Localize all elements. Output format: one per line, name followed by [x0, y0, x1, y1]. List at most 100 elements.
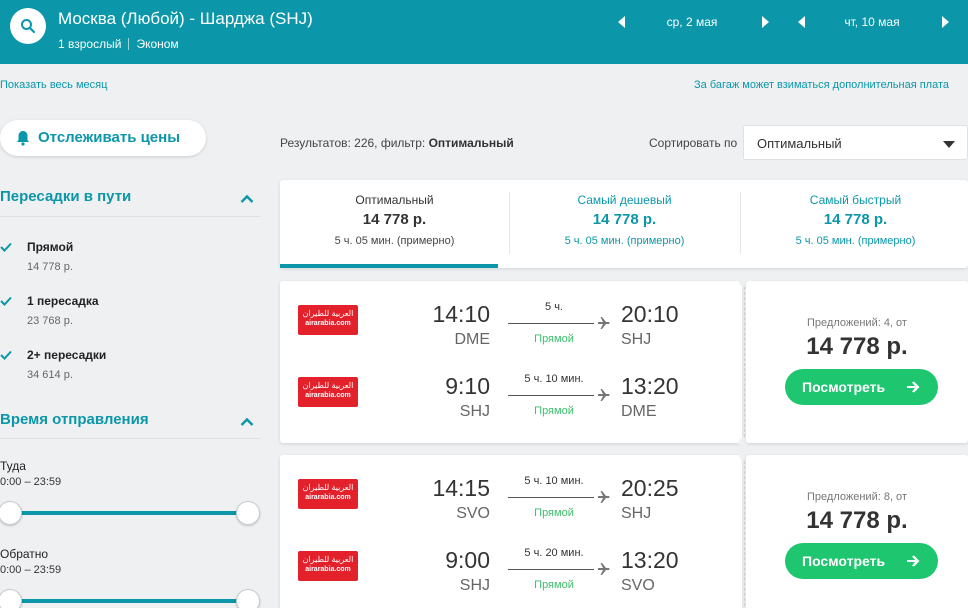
route-line [508, 395, 594, 396]
stops-badge: Прямой [534, 507, 574, 519]
results-filter-value: Оптимальный [428, 136, 514, 150]
passengers-count: 1 взрослый [58, 37, 122, 51]
ticket-notch [739, 276, 750, 287]
plane-icon [598, 563, 610, 575]
show-month-link[interactable]: Показать весь месяц [0, 79, 108, 91]
stops-option-price: 14 778 р. [27, 261, 73, 273]
offers-count: Предложений: 8, от [807, 491, 907, 503]
outbound-slider-start-handle[interactable] [0, 501, 22, 525]
stops-option-label: 2+ пересадки [27, 348, 107, 362]
stops-badge: Прямой [534, 405, 574, 417]
results-count: Результатов: 226, фильтр: Оптимальный [280, 136, 514, 150]
airline-logo-arabic: العربية للطيران [302, 381, 354, 390]
arrival-airport: SHJ [621, 331, 652, 348]
bell-icon [17, 131, 29, 146]
depart-date[interactable]: ср, 2 мая [666, 15, 718, 29]
inbound-slider-track[interactable] [10, 599, 248, 603]
departure-time: 14:10 [432, 301, 490, 327]
stops-option-price: 23 768 р. [27, 315, 73, 327]
sort-selected-value: Оптимальный [757, 136, 842, 151]
tab-cheapest[interactable]: Самый дешевый 14 778 р. 5 ч. 05 мин. (пр… [510, 180, 739, 268]
prev-return-date-icon[interactable] [798, 16, 805, 28]
chevron-up-icon[interactable] [240, 194, 254, 204]
airline-logo-arabic: العربية للطيران [302, 555, 354, 564]
inbound-slider-end-handle[interactable] [236, 589, 260, 608]
plane-icon [598, 491, 610, 503]
airline-logo: العربية للطيران airarabia.com [298, 377, 358, 407]
ticket-perforation [744, 287, 745, 437]
chevron-up-icon[interactable] [240, 417, 254, 427]
airline-logo-arabic: العربية للطيران [302, 483, 354, 492]
inbound-range: 0:00 – 23:59 [0, 564, 62, 576]
return-date[interactable]: чт, 10 мая [844, 15, 900, 29]
departure-time: 14:15 [432, 475, 490, 501]
cabin-class: Эконом [136, 37, 179, 51]
plane-icon [598, 317, 610, 329]
checkmark-icon[interactable] [0, 296, 12, 306]
search-button[interactable] [10, 8, 46, 44]
departure-time-title[interactable]: Время отправления [0, 411, 149, 428]
arrow-right-icon [907, 381, 920, 393]
flight-duration: 5 ч. 10 мин. [524, 475, 584, 487]
offers-count: Предложений: 4, от [807, 317, 907, 329]
view-offer-button[interactable]: Посмотреть [785, 369, 938, 405]
route-title[interactable]: Москва (Любой) - Шарджа (SHJ) [58, 9, 313, 28]
stops-badge: Прямой [534, 579, 574, 591]
view-offer-button[interactable]: Посмотреть [785, 543, 938, 579]
stops-filter-title[interactable]: Пересадки в пути [0, 188, 132, 205]
arrival-time: 20:10 [621, 301, 679, 327]
inbound-label: Обратно [0, 547, 49, 561]
divider [0, 438, 260, 439]
active-tab-indicator [280, 264, 498, 268]
arrival-time: 20:25 [621, 475, 679, 501]
arrow-right-icon [907, 555, 920, 567]
arrival-time: 13:20 [621, 547, 679, 573]
tab-fastest[interactable]: Самый быстрый 14 778 р. 5 ч. 05 мин. (пр… [741, 180, 968, 268]
divider [509, 192, 510, 254]
departure-time: 9:10 [445, 373, 490, 399]
ticket-price: 14 778 р. [806, 333, 908, 360]
airline-logo-text: airarabia.com [305, 392, 351, 399]
ticket-card[interactable]: العربية للطيران airarabia.com 14:15 SVO … [280, 450, 968, 608]
depart-date-picker: ср, 2 мая [618, 14, 770, 32]
passengers-cabin[interactable]: 1 взрослый Эконом [58, 37, 179, 51]
outbound-slider-track[interactable] [10, 511, 248, 515]
next-depart-date-icon[interactable] [762, 16, 769, 28]
stops-option-label: 1 пересадка [27, 294, 99, 308]
departure-airport: DME [454, 331, 490, 348]
airline-logo-arabic: العربية للطيران [302, 309, 354, 318]
outbound-slider-end-handle[interactable] [236, 501, 260, 525]
checkmark-icon[interactable] [0, 242, 12, 252]
ticket-perforation [744, 461, 745, 608]
track-prices-button[interactable]: Отслеживать цены [0, 120, 206, 156]
outbound-label: Туда [0, 459, 26, 473]
caret-down-icon [943, 141, 955, 148]
stops-option-price: 34 614 р. [27, 369, 73, 381]
track-prices-label: Отслеживать цены [38, 129, 181, 146]
baggage-note-link[interactable]: За багаж может взиматься дополнительная … [694, 79, 949, 91]
airline-logo-text: airarabia.com [305, 320, 351, 327]
next-return-date-icon[interactable] [942, 16, 949, 28]
view-offer-label: Посмотреть [802, 553, 886, 569]
tab-title: Самый дешевый [577, 193, 672, 207]
route-line [508, 497, 594, 498]
tab-title: Самый быстрый [809, 193, 902, 207]
tab-price: 14 778 р. [823, 211, 888, 228]
sort-label: Сортировать по [649, 136, 738, 150]
flight-duration: 5 ч. [545, 301, 563, 313]
tab-duration: 5 ч. 05 мин. (примерно) [795, 235, 916, 247]
results-count-label: Результатов: 226, фильтр: [280, 136, 426, 150]
airline-logo: العربية للطيران airarabia.com [298, 551, 358, 581]
tab-optimal[interactable]: Оптимальный 14 778 р. 5 ч. 05 мин. (прим… [280, 180, 509, 268]
stops-badge: Прямой [534, 333, 574, 345]
sort-select[interactable]: Оптимальный [743, 125, 968, 160]
ticket-segments: العربية للطيران airarabia.com 14:15 SVO … [280, 455, 742, 608]
inbound-slider-start-handle[interactable] [0, 589, 22, 608]
prev-depart-date-icon[interactable] [618, 16, 625, 28]
checkmark-icon[interactable] [0, 350, 12, 360]
route-line [508, 323, 594, 324]
ticket-card[interactable]: العربية للطيران airarabia.com 14:10 DME … [280, 276, 968, 448]
arrival-airport: DME [621, 403, 657, 420]
arrival-airport: SHJ [621, 505, 652, 522]
flight-duration: 5 ч. 10 мин. [524, 373, 584, 385]
